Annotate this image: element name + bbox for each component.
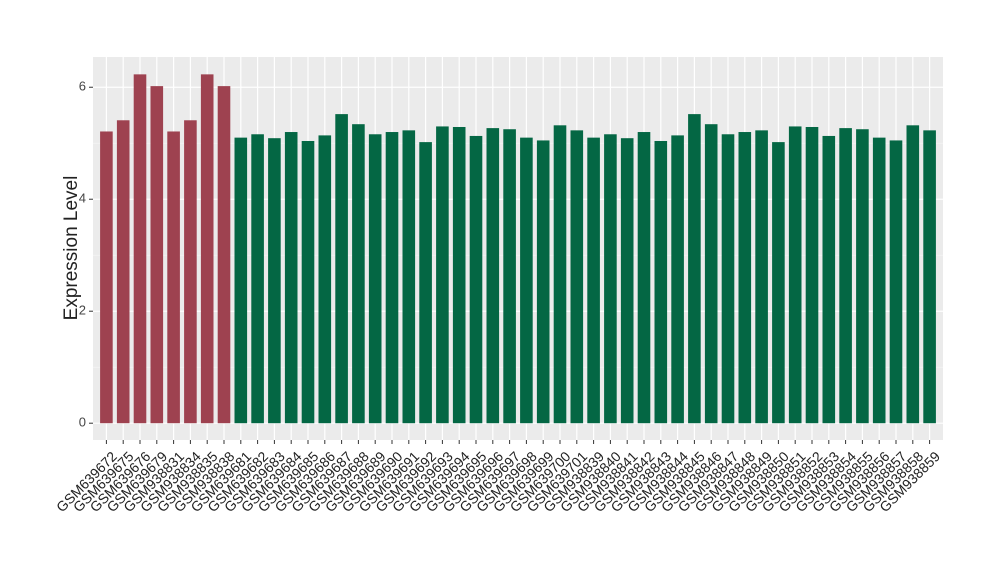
bar: [486, 128, 500, 424]
bar: [133, 74, 147, 424]
bar: [352, 124, 365, 424]
bar: [167, 131, 180, 424]
bar: [856, 129, 869, 424]
bar: [469, 135, 483, 424]
bar: [335, 114, 348, 424]
bar: [284, 132, 298, 424]
bar: [721, 134, 735, 424]
bar: [318, 135, 332, 424]
bar: [755, 130, 768, 424]
bar: [200, 74, 214, 424]
bar: [419, 142, 432, 424]
bar: [654, 140, 668, 424]
bar: [234, 137, 248, 424]
bar: [251, 134, 264, 424]
bar: [604, 134, 617, 424]
bar: [906, 125, 920, 424]
y-tick-label: 2: [79, 303, 86, 318]
bar: [536, 140, 550, 424]
bar: [520, 137, 533, 424]
bar: [805, 126, 819, 424]
bar: [402, 130, 416, 424]
y-tick-label: 0: [79, 415, 86, 430]
bar: [872, 137, 886, 424]
bar: [100, 131, 113, 424]
bar: [637, 132, 651, 424]
bar: [822, 135, 836, 424]
bar: [889, 140, 903, 424]
bar: [772, 142, 785, 424]
y-tick-label: 6: [79, 79, 86, 94]
bar: [570, 130, 584, 424]
bar: [788, 126, 802, 424]
bar: [671, 135, 684, 424]
bar: [704, 124, 718, 424]
bar: [217, 86, 231, 424]
bar: [368, 134, 382, 424]
y-axis-title: Expression Level: [61, 176, 82, 321]
bar: [503, 129, 516, 424]
bar: [385, 132, 399, 424]
bar: [587, 137, 600, 424]
bar: [436, 126, 449, 424]
bar: [452, 126, 466, 424]
bar: [268, 138, 281, 424]
bar: [184, 120, 197, 424]
bar: [553, 125, 567, 424]
bar: [116, 120, 130, 424]
bar: [150, 86, 164, 424]
y-tick-label: 4: [79, 191, 86, 206]
bar: [839, 128, 852, 424]
bar: [688, 114, 701, 424]
bar: [738, 132, 752, 424]
bar: [620, 138, 634, 424]
bar: [923, 130, 936, 424]
bar: [301, 140, 315, 424]
